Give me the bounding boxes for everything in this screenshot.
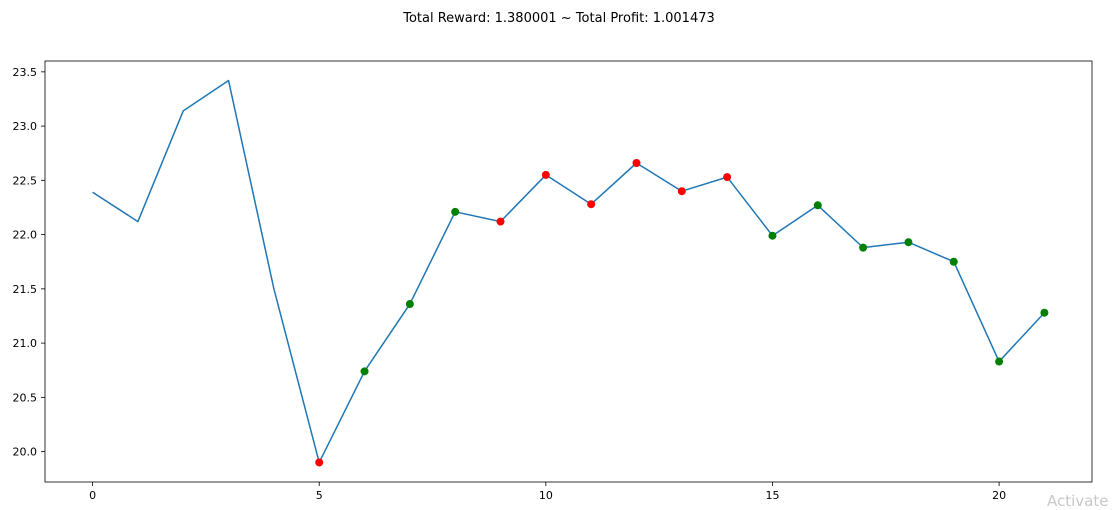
y-tick-label: 20.5 (13, 391, 38, 404)
y-tick-label: 20.0 (13, 446, 38, 459)
green-marker-point (451, 207, 460, 216)
price-series-line (92, 79, 1045, 464)
y-tick-label: 22.0 (13, 229, 38, 242)
green-marker-point (949, 257, 958, 266)
red-marker-point (496, 217, 505, 226)
y-tick-label: 23.5 (13, 66, 38, 79)
red-marker-point (677, 187, 686, 196)
chart-title: Total Reward: 1.380001 ~ Total Profit: 1… (402, 11, 715, 26)
green-marker-point (859, 243, 868, 252)
red-marker-point (587, 200, 596, 209)
red-marker-point (632, 158, 641, 167)
markers-group (315, 158, 1049, 467)
green-marker-point (1040, 308, 1049, 317)
plot-frame (44, 60, 1093, 483)
green-marker-point (813, 201, 822, 210)
green-marker-point (405, 300, 414, 309)
red-marker-point (541, 170, 550, 179)
watermark-text: Activate (1047, 492, 1109, 510)
x-tick-label: 20 (992, 489, 1006, 502)
green-marker-point (995, 357, 1004, 366)
green-marker-point (768, 231, 777, 240)
ticks-group: 0 5 10 15 20 20.0 20.5 21.0 21.5 22.0 22.5 23.0 23.5 (13, 66, 1007, 502)
x-tick-label: 5 (316, 489, 323, 502)
x-tick-label: 15 (765, 489, 779, 502)
y-tick-label: 23.0 (13, 120, 38, 133)
series-line-group (92, 79, 1045, 464)
red-marker-point (315, 458, 324, 467)
y-tick-label: 22.5 (13, 174, 38, 187)
y-tick-label: 21.0 (13, 337, 38, 350)
green-marker-point (904, 238, 913, 247)
red-marker-point (723, 173, 732, 182)
plot-area (44, 60, 1093, 483)
x-tick-label: 0 (89, 489, 96, 502)
x-tick-label: 10 (539, 489, 553, 502)
y-tick-label: 21.5 (13, 283, 38, 296)
green-marker-point (360, 367, 369, 376)
